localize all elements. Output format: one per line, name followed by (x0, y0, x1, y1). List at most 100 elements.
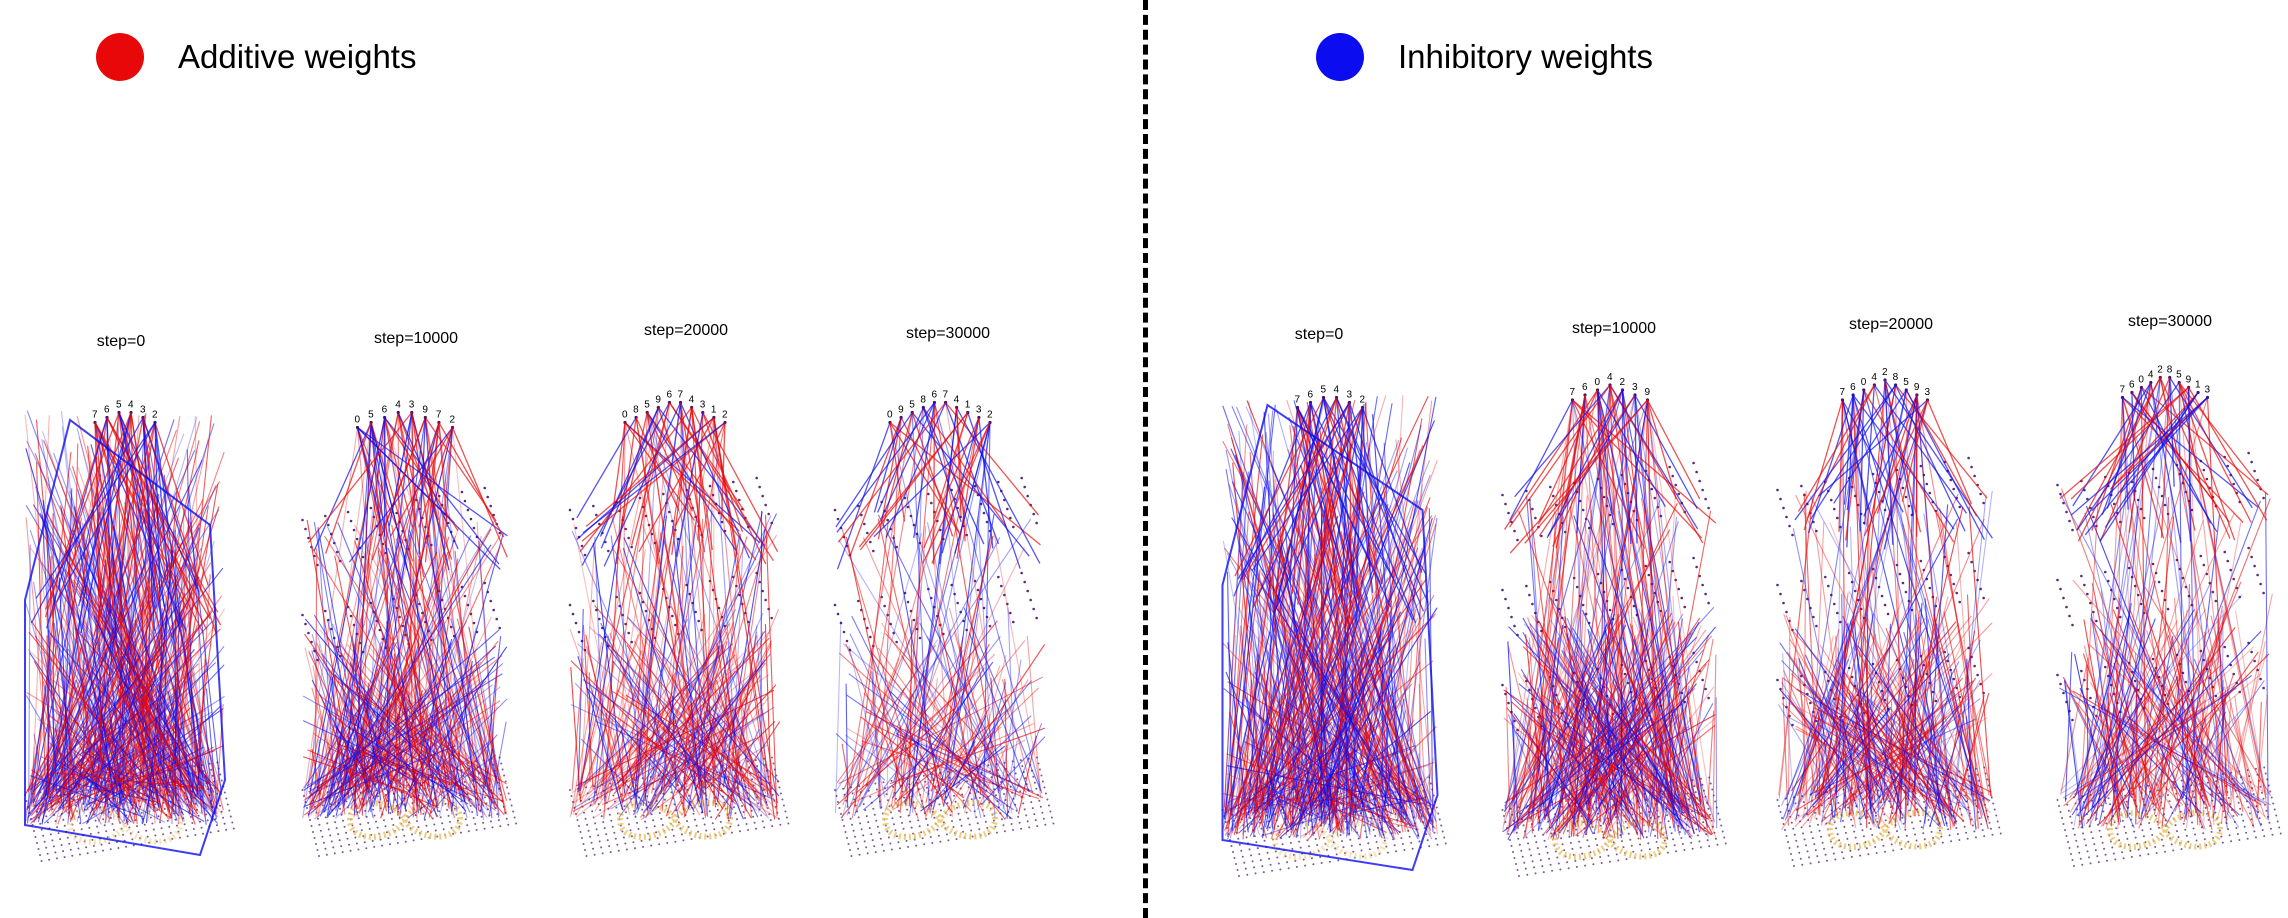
hidden-node (1032, 607, 1035, 611)
hidden-node (1680, 596, 1684, 600)
hidden-node (1832, 507, 1836, 511)
hidden-node (1832, 602, 1836, 606)
hidden-node (571, 612, 575, 616)
output-label: 7 (1295, 395, 1301, 406)
hidden-node (906, 600, 910, 604)
hidden-node (1026, 494, 1029, 498)
hidden-node (1507, 511, 1510, 515)
hidden-node (2226, 654, 2230, 658)
output-label: 9 (655, 395, 661, 406)
hidden-node (1683, 605, 1687, 609)
hidden-node (2262, 591, 2265, 595)
legend-inhibitory: Inhibitory weights (1316, 33, 1653, 81)
hidden-node (1540, 629, 1543, 633)
hidden-node (592, 599, 595, 603)
hidden-node (1976, 673, 1979, 677)
hidden-node (1931, 690, 1935, 694)
hidden-node (2071, 718, 2074, 722)
output-label: 2 (152, 410, 158, 421)
output-label: 4 (1334, 385, 1340, 396)
weights (1222, 395, 1438, 840)
output-label: 5 (644, 400, 650, 411)
hidden-node (930, 501, 933, 505)
hidden-node (571, 517, 575, 521)
output-label: 0 (2138, 375, 2144, 386)
hidden-node (1791, 628, 1794, 632)
hidden-node (2247, 451, 2250, 455)
hidden-node (2059, 682, 2062, 686)
hidden-node (1575, 585, 1579, 589)
hidden-node (688, 592, 691, 596)
hidden-node (973, 579, 977, 583)
hidden-node (1853, 684, 1857, 688)
hidden-node (2103, 665, 2107, 669)
hidden-node (361, 555, 365, 559)
hidden-node (866, 531, 869, 535)
weights (834, 402, 1046, 820)
hidden-node (1949, 478, 1953, 482)
hidden-node (1838, 620, 1842, 624)
input-grid (2056, 766, 2282, 867)
hidden-node (936, 519, 939, 523)
output-label: 5 (116, 400, 122, 411)
hidden-node (1809, 701, 1812, 705)
hidden-node (1925, 482, 1929, 486)
hidden-node (301, 518, 304, 522)
output-label: 4 (395, 400, 401, 411)
hidden-node (860, 513, 863, 517)
hidden-node (836, 517, 840, 521)
hidden-node (2202, 468, 2206, 472)
hidden-node (2095, 619, 2098, 623)
output-label: 3 (976, 405, 982, 416)
hidden-node (2106, 579, 2110, 583)
hidden-node (1023, 580, 1026, 584)
hidden-node (1531, 507, 1534, 511)
hidden-node (1967, 456, 1970, 460)
hidden-node (1803, 588, 1806, 592)
hidden-node (1510, 615, 1513, 619)
hidden-node (630, 640, 633, 644)
hidden-node (1877, 585, 1881, 589)
hidden-node (1979, 682, 1982, 686)
input-pattern (881, 799, 999, 840)
hidden-node (574, 526, 578, 530)
hidden-node (708, 579, 712, 583)
hidden-node (1000, 584, 1003, 588)
hidden-node (641, 600, 645, 604)
hidden-node (624, 622, 627, 626)
hidden-node (973, 484, 977, 488)
hidden-node (982, 606, 986, 610)
hidden-node (1029, 598, 1032, 602)
hidden-node (2086, 592, 2089, 596)
hidden-node (2202, 658, 2206, 662)
hidden-node (872, 549, 875, 553)
hidden-node (2262, 496, 2265, 500)
hidden-node (2062, 501, 2065, 505)
hidden-node (1659, 514, 1663, 518)
output-label: 0 (1595, 377, 1601, 388)
hidden-node (912, 523, 916, 527)
hidden-node (2089, 601, 2092, 605)
hidden-node (1853, 494, 1857, 498)
hidden-node (1847, 571, 1851, 575)
hidden-node (1602, 495, 1606, 499)
hidden-node (1701, 488, 1704, 492)
output-label: 6 (666, 390, 672, 401)
hidden-node (2256, 668, 2259, 672)
hidden-node (2112, 502, 2116, 506)
hidden-node (595, 608, 598, 612)
output-label: 7 (1840, 387, 1846, 398)
hidden-node (1823, 575, 1827, 579)
hidden-node (615, 595, 618, 599)
hidden-node (836, 612, 840, 616)
hidden-node (2250, 460, 2253, 464)
hidden-node (644, 514, 648, 518)
hidden-node (1803, 683, 1806, 687)
hidden-node (1785, 610, 1788, 614)
hidden-node (583, 553, 587, 557)
hidden-node (979, 597, 983, 601)
hidden-node (1779, 497, 1782, 501)
hidden-node (662, 492, 665, 496)
